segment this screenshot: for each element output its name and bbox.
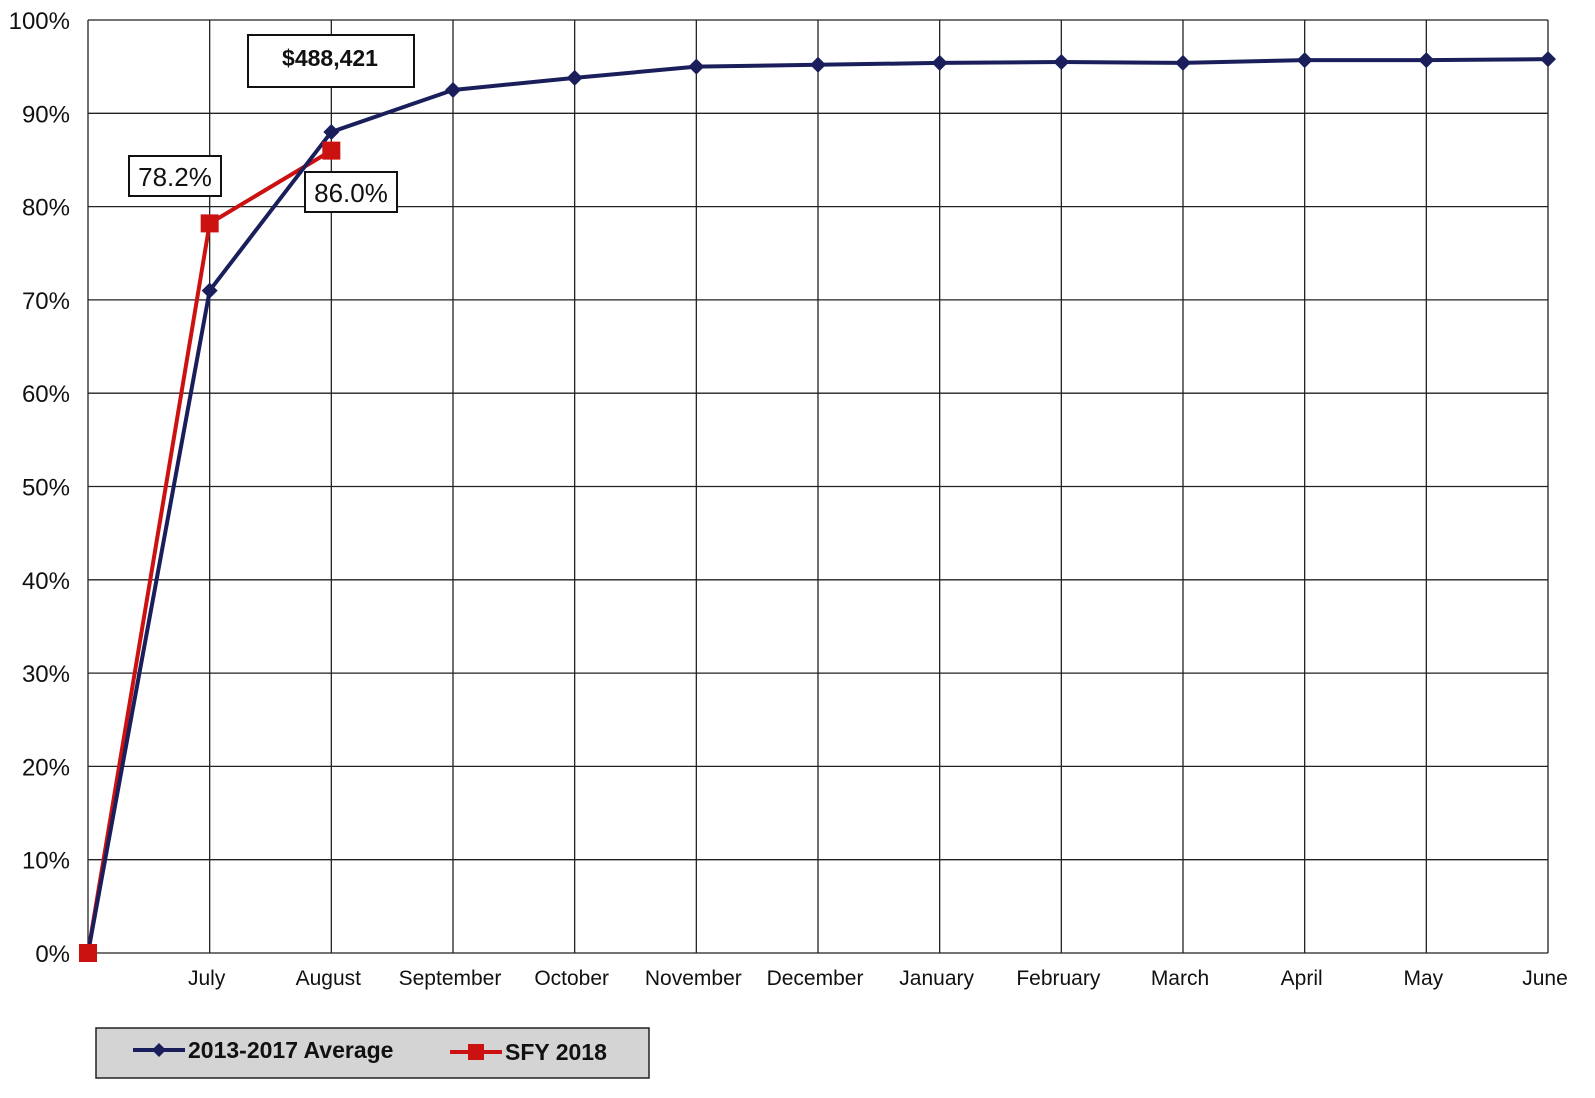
data-point-diamond: [1540, 51, 1556, 68]
y-tick-label: 40%: [22, 568, 70, 595]
x-tick-label: May: [1403, 967, 1443, 990]
data-point-diamond: [566, 69, 583, 86]
chart-grid: [87, 19, 1549, 954]
data-point-diamond: [1175, 54, 1191, 71]
y-tick-label: 50%: [22, 475, 70, 502]
y-tick-label: 100%: [9, 8, 70, 35]
callout-text: 86.0%: [314, 178, 388, 208]
data-point-diamond: [1418, 52, 1435, 69]
y-tick-label: 90%: [22, 101, 70, 128]
data-point-diamond: [323, 123, 340, 140]
data-point-diamond: [1296, 52, 1313, 69]
legend-average-diamond-icon: [152, 1043, 166, 1057]
data-callout: $488,421: [247, 34, 415, 88]
chart-legend: 2013-2017 Average SFY 2018: [95, 1027, 650, 1079]
x-tick-label: February: [1016, 967, 1101, 990]
callout-text: $488,421: [282, 45, 378, 71]
data-point-diamond: [810, 56, 826, 73]
chart-annotations: $488,421 78.2% 86.0%: [128, 34, 415, 213]
callout-text: 78.2%: [138, 162, 212, 192]
callout-box: [128, 155, 222, 197]
y-tick-label: 60%: [22, 381, 70, 408]
y-axis-ticks: 0% 10% 20% 30% 40% 50% 60% 70% 80% 90% 100%: [9, 8, 70, 968]
legend-sfy-label: SFY 2018: [505, 1039, 607, 1065]
x-axis-ticks: July August September October November Decemb…: [188, 967, 1568, 990]
legend-average-label: 2013-2017 Average: [188, 1037, 393, 1063]
data-callout: 78.2%: [128, 155, 222, 197]
data-point-diamond: [201, 282, 218, 299]
callout-box: [304, 171, 398, 213]
callout-box: [247, 34, 415, 88]
x-tick-label: April: [1281, 967, 1323, 990]
legend-item-sfy: SFY 2018: [450, 1039, 607, 1065]
data-point-diamond: [931, 54, 948, 71]
y-tick-label: 80%: [22, 195, 70, 222]
y-tick-label: 0%: [35, 941, 70, 968]
data-point-square: [322, 141, 341, 160]
x-tick-label: March: [1151, 967, 1209, 990]
x-tick-label: January: [899, 967, 974, 990]
y-tick-label: 70%: [22, 288, 70, 315]
legend-item-average: 2013-2017 Average: [133, 1037, 393, 1063]
legend-sfy-square-icon: [468, 1044, 484, 1060]
x-tick-label: December: [767, 967, 864, 990]
x-tick-label: August: [296, 967, 362, 990]
data-point-diamond: [1053, 53, 1070, 70]
chart-series: [79, 51, 1556, 962]
x-tick-label: November: [645, 967, 742, 990]
data-point-diamond: [445, 81, 461, 98]
x-tick-label: October: [534, 967, 609, 990]
y-tick-label: 20%: [22, 754, 70, 781]
data-callout: 86.0%: [304, 171, 398, 213]
x-tick-label: September: [399, 967, 502, 990]
x-tick-label: June: [1522, 967, 1568, 990]
data-point-square: [79, 944, 97, 962]
x-tick-label: July: [188, 967, 226, 990]
data-point-diamond: [688, 58, 705, 75]
legend-box: [95, 1027, 650, 1079]
data-point-square: [200, 214, 219, 233]
y-tick-label: 30%: [22, 661, 70, 688]
y-tick-label: 10%: [22, 848, 70, 875]
